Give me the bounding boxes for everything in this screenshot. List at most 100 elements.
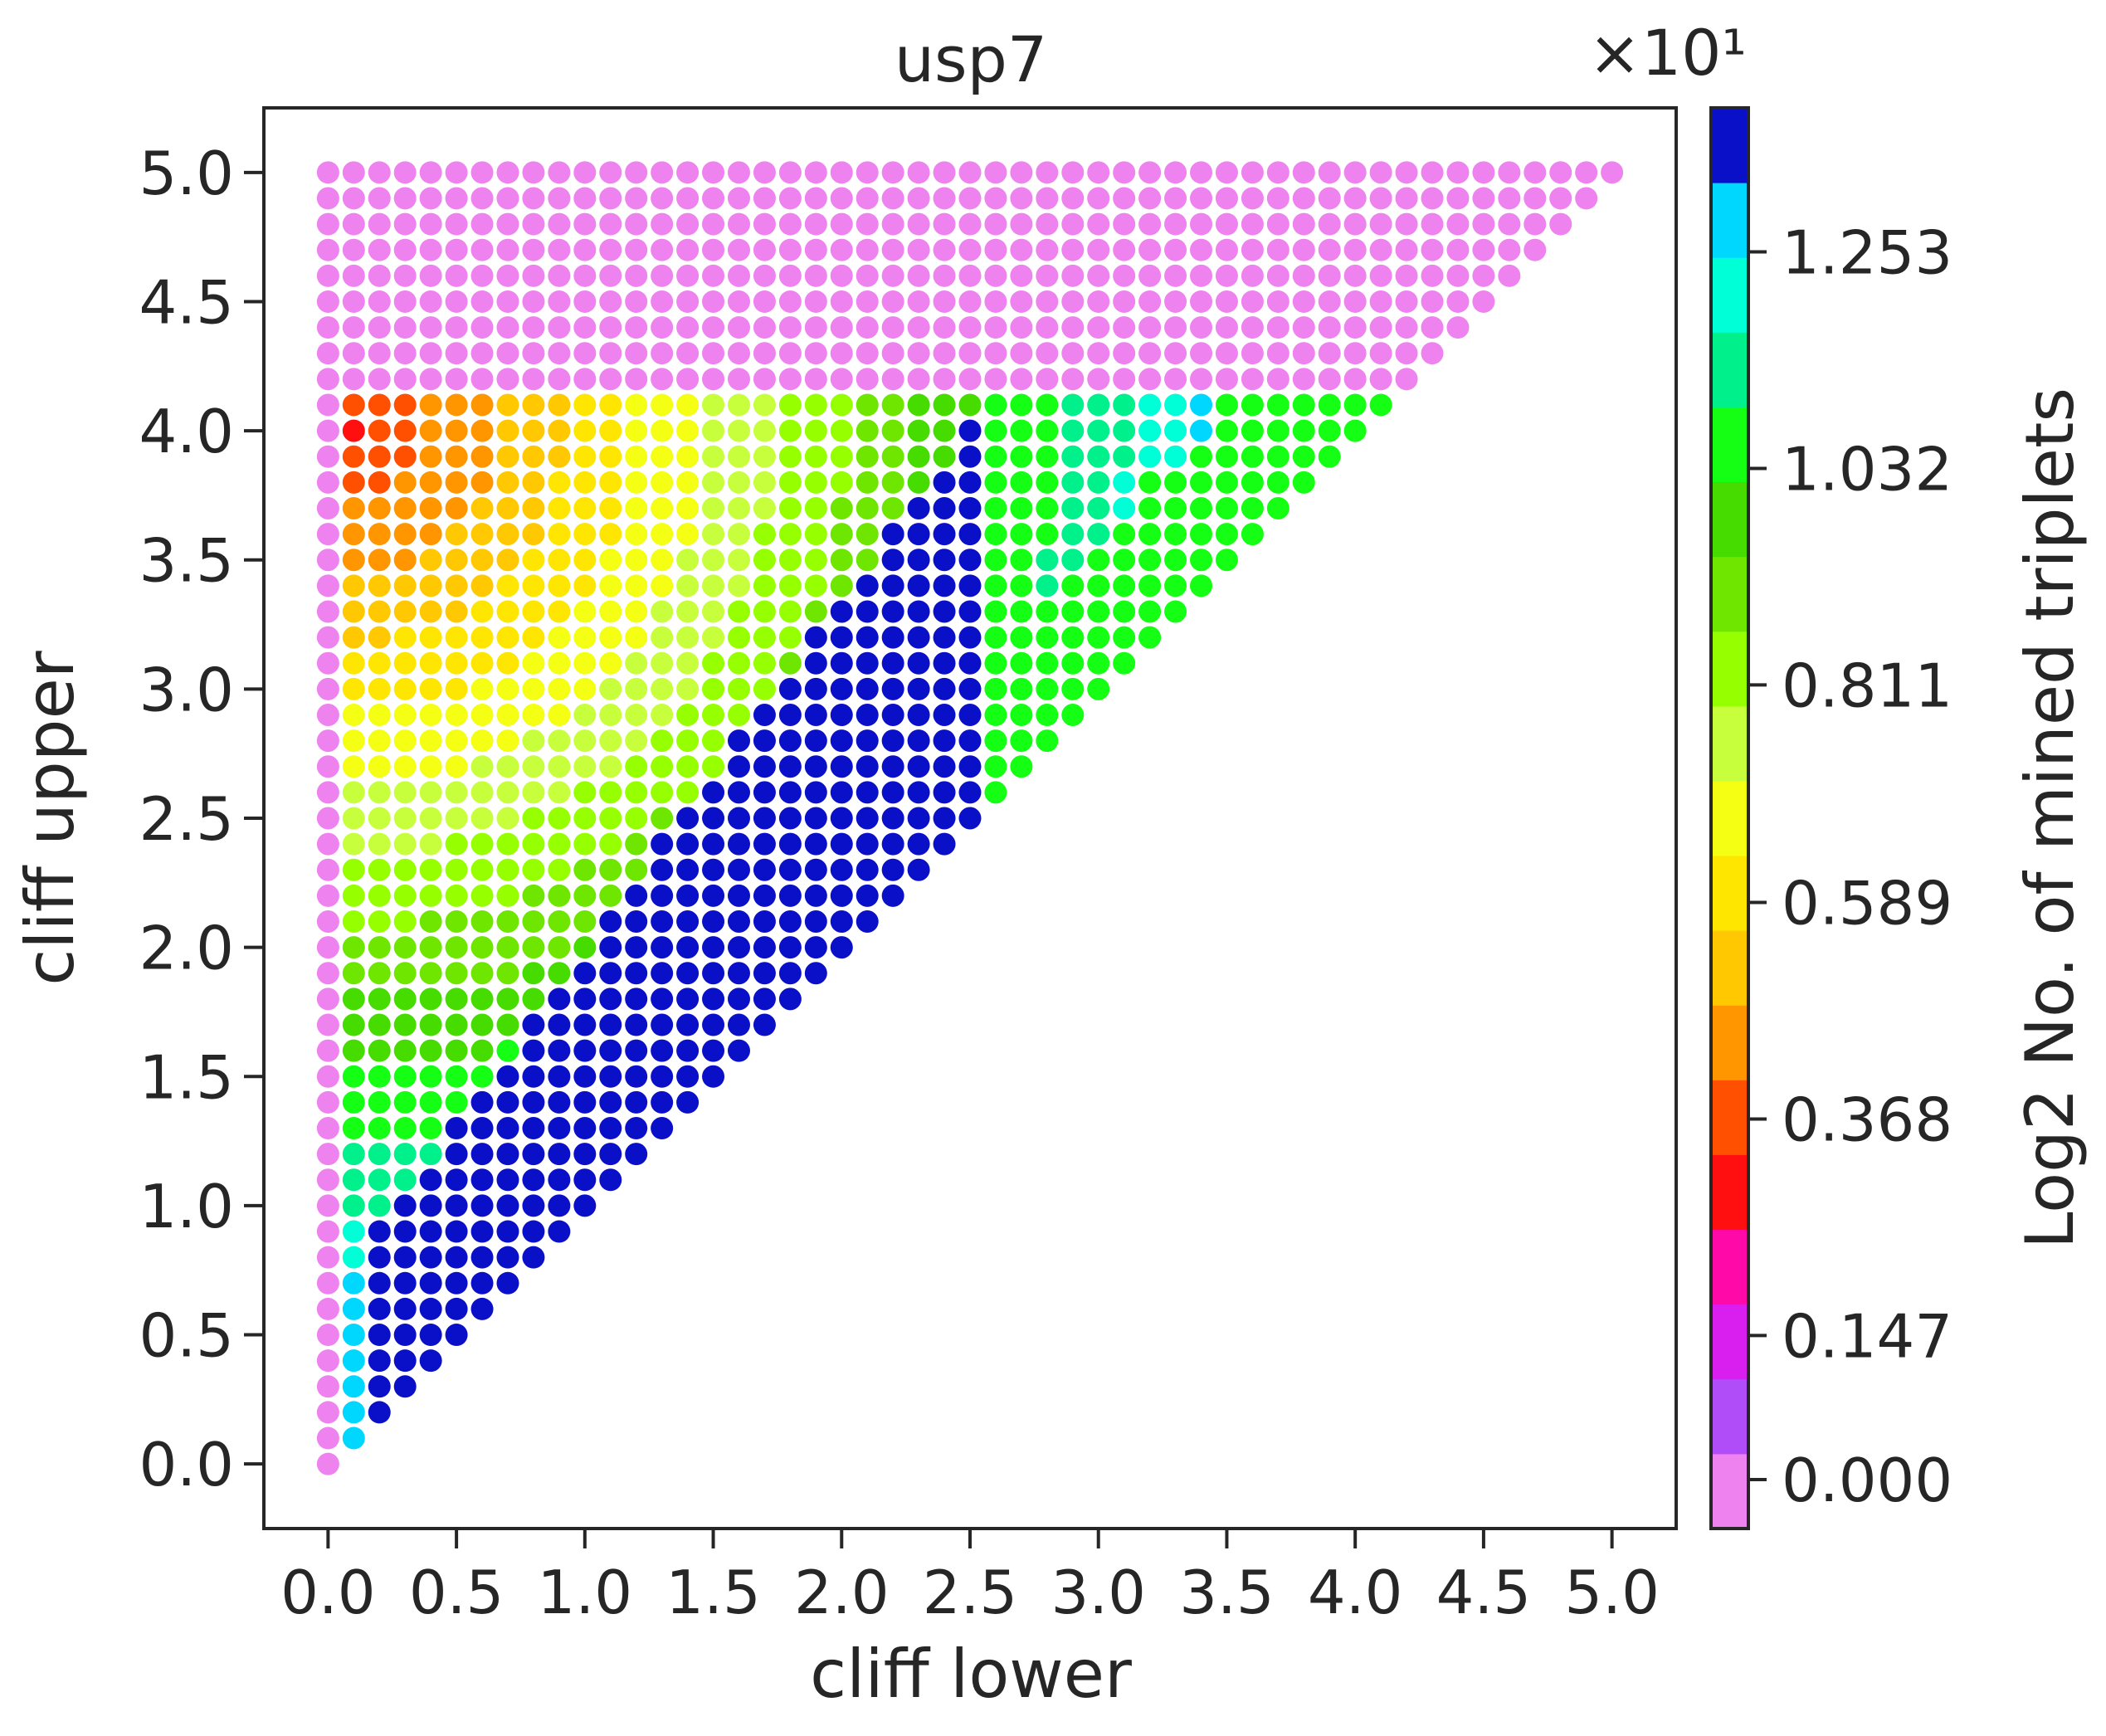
data-point [445, 807, 468, 830]
data-point [958, 342, 982, 365]
data-point [651, 342, 674, 365]
data-point [573, 1168, 597, 1192]
data-point [1549, 212, 1572, 236]
data-point [984, 574, 1007, 597]
data-point [419, 238, 442, 261]
data-point [496, 600, 519, 623]
data-point [1010, 342, 1033, 365]
data-point [1061, 316, 1085, 339]
data-point [1036, 496, 1059, 519]
data-point [702, 187, 725, 210]
data-point [1010, 238, 1033, 261]
data-point [984, 264, 1007, 287]
data-point [1343, 290, 1367, 313]
data-point [1241, 445, 1264, 468]
data-point [419, 1117, 442, 1140]
data-point [1523, 212, 1547, 236]
y-tick-label: 0.0 [139, 1430, 234, 1499]
data-point [778, 832, 802, 856]
data-point [625, 858, 648, 881]
data-point [445, 445, 468, 468]
data-point [625, 393, 648, 417]
data-point [753, 264, 776, 287]
data-point [496, 626, 519, 649]
data-point [958, 161, 982, 184]
data-point [727, 342, 750, 365]
data-point [625, 936, 648, 959]
data-point [573, 238, 597, 261]
data-point [368, 1220, 391, 1243]
data-point [651, 858, 674, 881]
data-point [445, 703, 468, 726]
data-point [573, 1143, 597, 1166]
data-point [445, 161, 468, 184]
data-point [1036, 445, 1059, 468]
data-point [342, 781, 365, 804]
data-point [342, 1194, 365, 1217]
data-point [496, 1039, 519, 1062]
data-point [573, 419, 597, 442]
data-point [470, 1246, 494, 1269]
data-point [1061, 471, 1085, 494]
data-point [393, 1220, 417, 1243]
colorbar-segment [1711, 257, 1748, 333]
data-point [625, 962, 648, 985]
data-point [881, 651, 904, 675]
data-point [419, 1297, 442, 1320]
data-point [1164, 342, 1187, 365]
data-point [573, 1117, 597, 1140]
colorbar-segment [1711, 332, 1748, 407]
data-point [470, 264, 494, 287]
data-point [393, 807, 417, 830]
data-point [1292, 445, 1315, 468]
data-point [907, 574, 930, 597]
data-point [368, 858, 391, 881]
data-point [753, 807, 776, 830]
data-point [393, 1117, 417, 1140]
data-point [958, 316, 982, 339]
data-point [1266, 187, 1289, 210]
data-point [856, 677, 879, 700]
data-point [522, 471, 545, 494]
data-point [933, 600, 956, 623]
data-point [599, 1039, 622, 1062]
data-point [1010, 212, 1033, 236]
data-point [522, 419, 545, 442]
data-point [1087, 238, 1110, 261]
data-point [1472, 161, 1495, 184]
data-point [368, 1143, 391, 1166]
data-point [958, 703, 982, 726]
data-point [625, 832, 648, 856]
data-point [573, 264, 597, 287]
data-point [1113, 393, 1136, 417]
data-point [856, 549, 879, 572]
data-point [907, 238, 930, 261]
data-point [316, 471, 339, 494]
data-point [548, 910, 571, 934]
data-point [522, 987, 545, 1011]
data-point [958, 729, 982, 753]
data-point [753, 187, 776, 210]
data-point [778, 161, 802, 184]
data-point [702, 781, 725, 804]
colorbar-segment [1711, 1005, 1748, 1080]
data-point [1164, 264, 1187, 287]
data-point [522, 1168, 545, 1192]
data-point [599, 987, 622, 1011]
data-point [368, 496, 391, 519]
data-point [676, 858, 700, 881]
y-tick-label: 1.5 [139, 1042, 234, 1112]
data-point [368, 832, 391, 856]
data-point [316, 1349, 339, 1373]
data-point [522, 1246, 545, 1269]
data-point [804, 884, 827, 907]
data-point [727, 471, 750, 494]
data-point [1190, 342, 1213, 365]
data-point [1138, 626, 1162, 649]
data-point [342, 316, 365, 339]
data-point [625, 316, 648, 339]
data-point [702, 238, 725, 261]
data-point [778, 651, 802, 675]
data-point [702, 962, 725, 985]
data-point [907, 393, 930, 417]
